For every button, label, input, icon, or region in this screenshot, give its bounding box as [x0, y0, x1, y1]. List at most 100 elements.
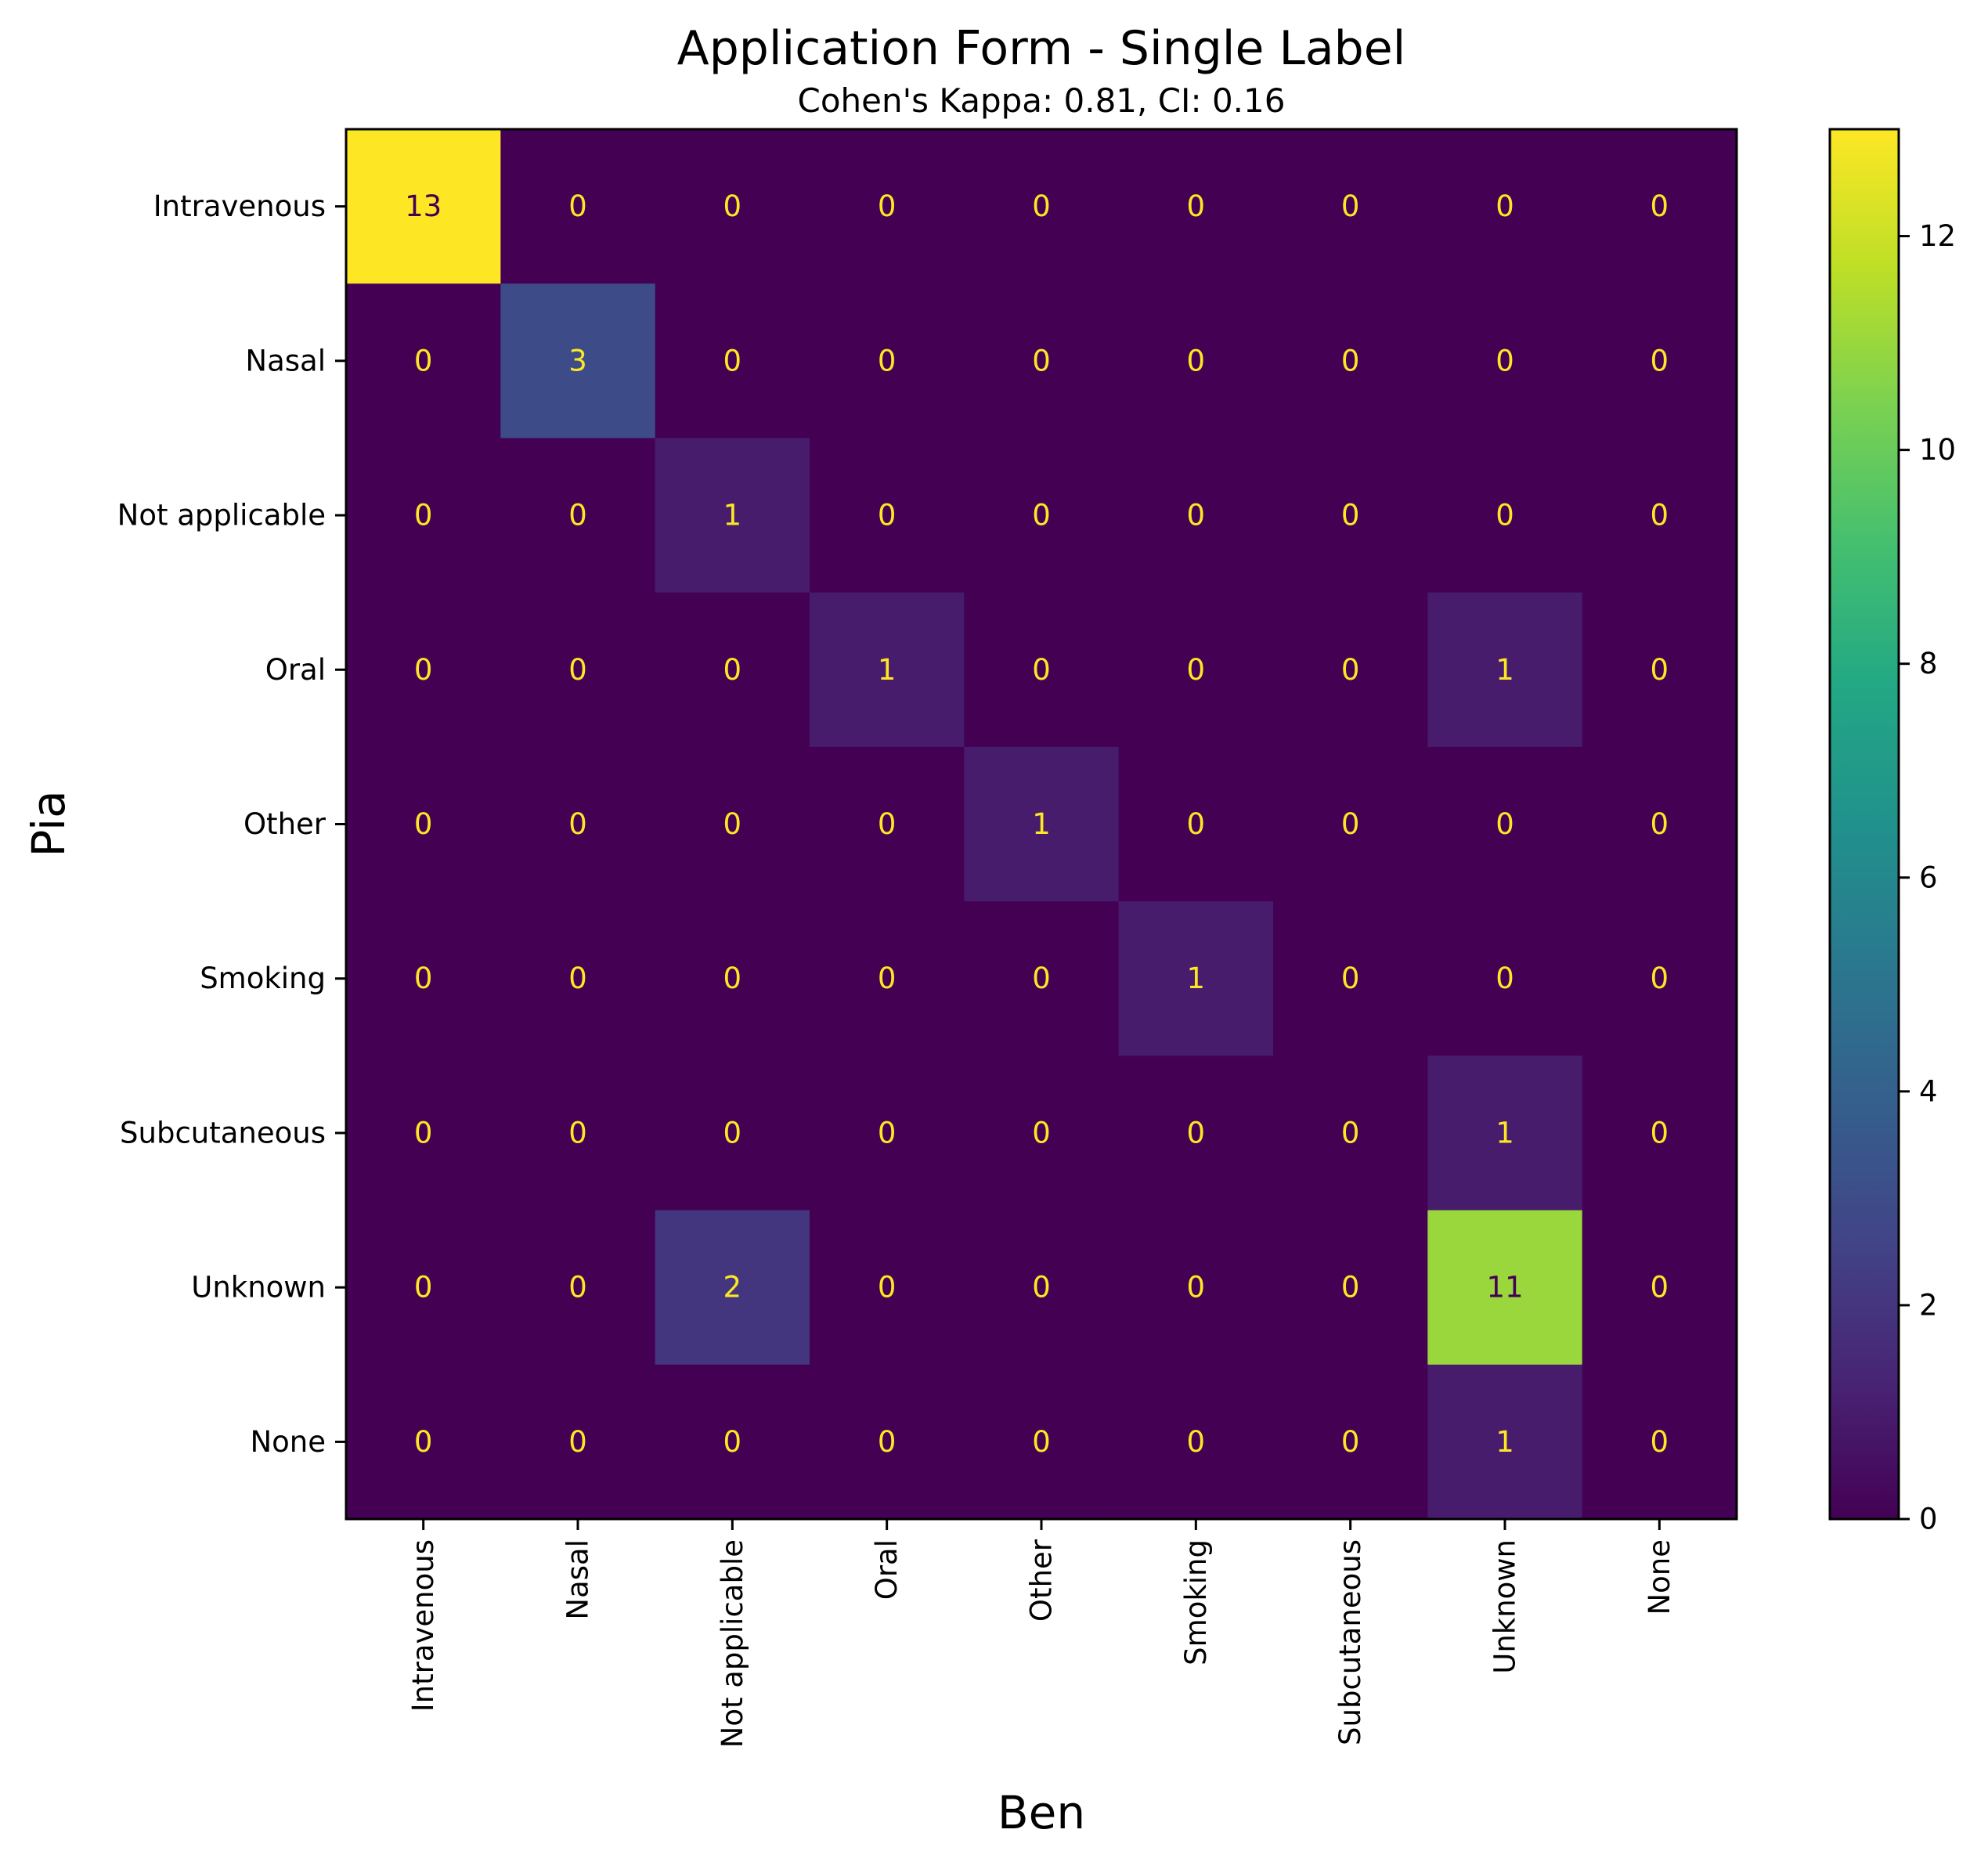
- heatmap-cell-value: 0: [878, 962, 897, 995]
- x-tick-label: Oral: [870, 1539, 904, 1600]
- y-tick-label: None: [250, 1425, 326, 1459]
- heatmap-cell-value: 0: [878, 344, 897, 377]
- heatmap-cell-value: 0: [414, 1271, 433, 1304]
- heatmap-cell: [1582, 746, 1737, 902]
- heatmap-cell-value: 0: [1032, 499, 1051, 532]
- heatmap-cell-value: 1: [723, 499, 742, 532]
- heatmap-cell-value: 0: [1496, 344, 1514, 377]
- x-tick-label: Subcutaneous: [1333, 1539, 1367, 1745]
- heatmap-cell-value: 0: [1651, 653, 1669, 687]
- heatmap-cell: [964, 1210, 1120, 1366]
- colorbar-gradient: [1830, 129, 1899, 1519]
- heatmap-cell: [1582, 1210, 1737, 1366]
- y-tick-label: Smoking: [200, 962, 326, 995]
- heatmap-cell-value: 0: [1187, 807, 1206, 841]
- heatmap-cell-value: 0: [414, 653, 433, 687]
- heatmap-cell-value: 0: [414, 499, 433, 532]
- heatmap-cell: [810, 1210, 965, 1366]
- heatmap-cell: [1118, 438, 1274, 594]
- heatmap-cell-value: 0: [568, 962, 587, 995]
- colorbar-tick-label: 4: [1919, 1074, 1938, 1108]
- x-tick-label: Nasal: [561, 1539, 595, 1620]
- y-tick-label: Nasal: [245, 344, 326, 377]
- heatmap-cell: [1582, 901, 1737, 1056]
- heatmap-cell: [1273, 592, 1428, 748]
- heatmap-cell-value: 0: [1651, 1116, 1669, 1149]
- heatmap-cell-value: 0: [1496, 962, 1514, 995]
- heatmap-cell: [346, 1210, 501, 1366]
- heatmap-cell: [346, 746, 501, 902]
- heatmap-cell: [810, 592, 965, 748]
- heatmap-cell-value: 0: [1032, 1271, 1051, 1304]
- heatmap-cell-value: 0: [1341, 1116, 1360, 1149]
- heatmap-cell-value: 0: [568, 189, 587, 223]
- x-tick-label: Other: [1025, 1539, 1059, 1622]
- heatmap-cell-value: 3: [568, 344, 587, 377]
- heatmap-cell-value: 1: [1496, 653, 1514, 687]
- heatmap-cell-value: 0: [1651, 962, 1669, 995]
- heatmap-cell: [500, 746, 656, 902]
- x-tick-label: Intravenous: [406, 1539, 440, 1712]
- heatmap-cell-value: 0: [878, 189, 897, 223]
- heatmap-cell: [964, 592, 1120, 748]
- colorbar-tick-label: 8: [1919, 647, 1938, 680]
- heatmap-cell-value: 0: [1341, 962, 1360, 995]
- heatmap-cell-value: 1: [1496, 1116, 1514, 1149]
- heatmap-cell-value: 0: [1187, 499, 1206, 532]
- x-axis-ticks: Intravenous Nasal Not applicable Oral Other S…: [406, 1519, 1676, 1748]
- x-tick-label: Smoking: [1179, 1539, 1213, 1665]
- colorbar-tick-label: 12: [1919, 219, 1956, 253]
- heatmap-cell-value: 0: [568, 1425, 587, 1459]
- heatmap-cell: [1427, 1210, 1583, 1366]
- y-tick-label: Intravenous: [153, 189, 326, 223]
- heatmap-cell: [810, 283, 965, 439]
- heatmap-cell: [964, 1364, 1120, 1520]
- colorbar-tick-label: 10: [1919, 433, 1956, 467]
- heatmap-cell-value: 0: [1651, 1271, 1669, 1304]
- heatmap-cell-value: 0: [1651, 1425, 1669, 1459]
- heatmap-cell-value: 0: [723, 1425, 742, 1459]
- heatmap-cell-value: 0: [1496, 499, 1514, 532]
- heatmap-cell: [1118, 1210, 1274, 1366]
- y-tick-label: Other: [244, 807, 327, 841]
- heatmap-cell-value: 0: [1187, 189, 1206, 223]
- heatmap-cell-value: 1: [1187, 962, 1206, 995]
- heatmap-cell-value: 0: [1187, 1425, 1206, 1459]
- heatmap-cell-value: 0: [568, 1116, 587, 1149]
- heatmap-cell: [1427, 746, 1583, 902]
- heatmap-cell: [1118, 129, 1274, 284]
- heatmap-cell: [964, 746, 1120, 902]
- heatmap-cell: [500, 592, 656, 748]
- heatmap-cell: [500, 901, 656, 1056]
- heatmap-cell: [810, 1055, 965, 1211]
- heatmap-cell: [655, 283, 810, 439]
- heatmap-cell: [1118, 283, 1274, 439]
- y-axis-ticks: Intravenous Nasal Not applicable Oral Other S…: [117, 189, 346, 1459]
- heatmap-cell-value: 0: [1032, 344, 1051, 377]
- heatmap-cell-value: 0: [1651, 189, 1669, 223]
- heatmap-cell: [1427, 1055, 1583, 1211]
- colorbar-tick-label: 0: [1919, 1503, 1938, 1536]
- heatmap-cell-value: 13: [405, 189, 442, 223]
- heatmap-cell-value: 0: [723, 807, 742, 841]
- heatmap-cell-value: 0: [723, 344, 742, 377]
- heatmap-cell-value: 0: [878, 499, 897, 532]
- heatmap-cell: [1427, 438, 1583, 594]
- heatmap-cell-value: 0: [1032, 653, 1051, 687]
- heatmap-cell: [655, 438, 810, 594]
- heatmap-cell: [1118, 1055, 1274, 1211]
- heatmap-cell-value: 0: [414, 962, 433, 995]
- heatmap-cell: [346, 1055, 501, 1211]
- heatmap-cell: [964, 283, 1120, 439]
- heatmap-cell: [1582, 592, 1737, 748]
- heatmap-cell-value: 0: [1187, 1271, 1206, 1304]
- heatmap-cell-value: 0: [1341, 807, 1360, 841]
- heatmap-cell-value: 0: [1341, 189, 1360, 223]
- heatmap-cell-value: 0: [1341, 499, 1360, 532]
- heatmap-cell: [1582, 1055, 1737, 1211]
- heatmap-cell: [1582, 129, 1737, 284]
- colorbar-tick-label: 6: [1919, 861, 1938, 894]
- heatmap-cell-value: 0: [1651, 499, 1669, 532]
- colorbar-frame: [1828, 128, 1900, 1521]
- heatmap-cell: [655, 592, 810, 748]
